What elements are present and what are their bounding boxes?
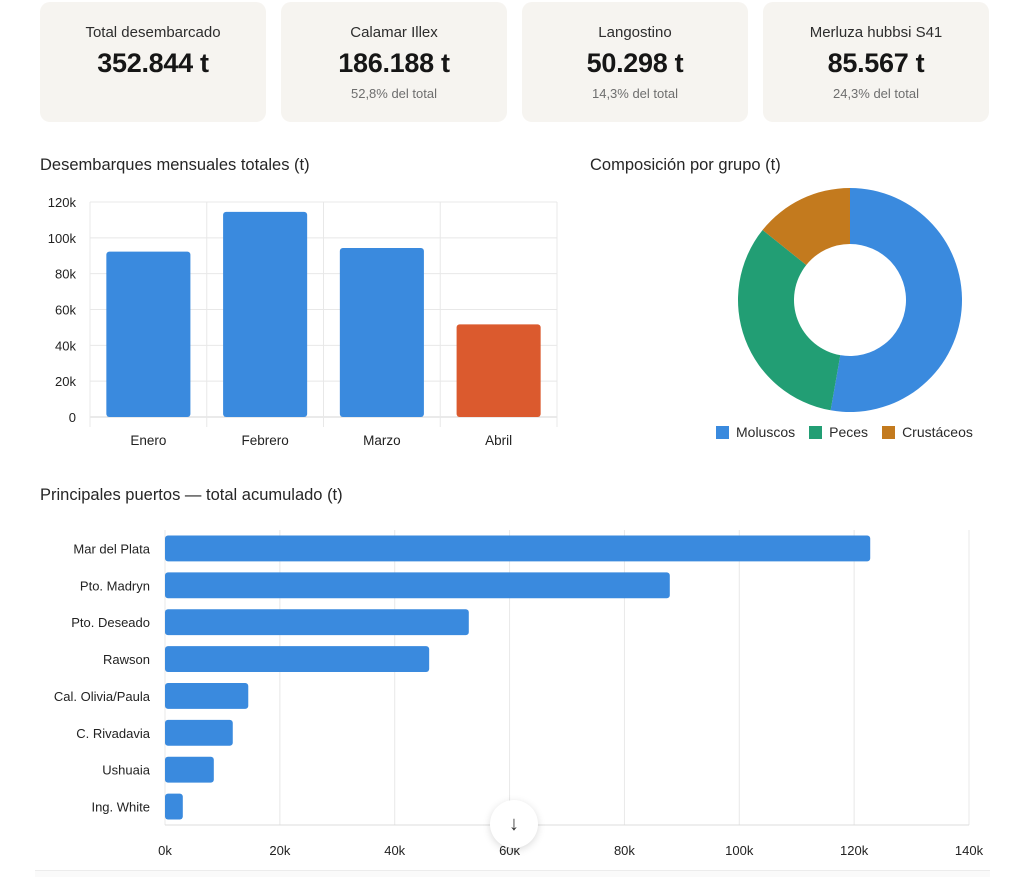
- x-tick-label: Enero: [130, 433, 166, 448]
- x-tick-label: 20k: [269, 843, 290, 858]
- y-tick-label: Pto. Deseado: [71, 615, 150, 630]
- scroll-down-button[interactable]: ↓: [490, 800, 538, 848]
- kpi-value: 85.567 t: [827, 48, 925, 78]
- x-tick-label: Febrero: [241, 433, 288, 448]
- y-tick-label: Mar del Plata: [73, 541, 150, 556]
- legend-item-crustaceos[interactable]: Crustáceos: [882, 424, 973, 440]
- legend-label: Moluscos: [736, 424, 796, 440]
- legend-item-moluscos[interactable]: Moluscos: [716, 424, 795, 440]
- bar-port: [165, 793, 183, 820]
- bar-enero: [106, 251, 191, 417]
- next-section-edge: [35, 870, 990, 877]
- kpi-sub: 24,3% del total: [832, 86, 919, 101]
- bar-port: [165, 756, 214, 783]
- donut-slice-crustaceos: [762, 188, 850, 266]
- donut-slice-peces: [738, 230, 841, 411]
- donut-slice-moluscos: [830, 188, 962, 412]
- legend-swatch: [809, 425, 823, 439]
- y-tick-label: 100k: [48, 231, 77, 246]
- kpi-value: 50.298 t: [586, 48, 684, 78]
- donut-legend: Moluscos Peces Crustáceos: [716, 424, 973, 440]
- bar-port: [165, 609, 469, 636]
- legend-label: Crustáceos: [902, 424, 973, 440]
- kpi-sub: 14,3% del total: [591, 86, 678, 101]
- y-tick-label: Ushuaia: [102, 763, 150, 778]
- legend-swatch: [882, 425, 896, 439]
- kpi-label: Calamar Illex: [350, 24, 438, 41]
- y-tick-label: 20k: [55, 374, 76, 389]
- kpi-sub: 52,8% del total: [350, 86, 437, 101]
- x-tick-label: 100k: [725, 843, 754, 858]
- y-tick-label: 80k: [55, 267, 76, 282]
- x-tick-label: 40k: [384, 843, 405, 858]
- ports-chart-title: Principales puertos — total acumulado (t…: [40, 486, 343, 504]
- legend-item-peces[interactable]: Peces: [809, 424, 868, 440]
- bar-abril: [456, 324, 541, 417]
- kpi-label: Merluza hubbsi S41: [809, 24, 943, 41]
- monthly-chart-title: Desembarques mensuales totales (t): [40, 156, 310, 174]
- kpi-card-langostino: Langostino 50.298 t 14,3% del total: [522, 2, 748, 122]
- y-tick-label: Pto. Madryn: [80, 578, 150, 593]
- bar-port: [165, 646, 430, 672]
- y-tick-label: 120k: [48, 195, 77, 210]
- x-tick-label: 120k: [840, 843, 869, 858]
- kpi-card-total: Total desembarcado 352.844 t: [40, 2, 266, 122]
- bar-port: [165, 683, 249, 709]
- y-tick-label: Cal. Olivia/Paula: [54, 689, 151, 704]
- legend-label: Peces: [829, 424, 869, 440]
- y-tick-label: Ing. White: [91, 800, 150, 815]
- kpi-value: 352.844 t: [97, 48, 209, 78]
- bar-port: [165, 572, 670, 599]
- y-tick-label: 60k: [55, 303, 76, 318]
- kpi-label: Total desembarcado: [85, 24, 221, 41]
- kpi-value: 186.188 t: [338, 48, 450, 78]
- kpi-card-merluza: Merluza hubbsi S41 85.567 t 24,3% del to…: [763, 2, 989, 122]
- legend-swatch: [716, 425, 729, 439]
- kpi-row: Total desembarcado 352.844 t Calamar Ill…: [40, 2, 990, 122]
- x-tick-label: Marzo: [363, 433, 401, 448]
- arrow-down-icon: ↓: [509, 812, 519, 835]
- donut-chart-title: Composición por grupo (t): [590, 156, 781, 174]
- bar-marzo: [339, 248, 424, 417]
- y-tick-label: C. Rivadavia: [76, 726, 150, 741]
- bar-port: [165, 535, 871, 562]
- y-tick-label: 40k: [55, 338, 76, 353]
- x-tick-label: 0k: [158, 843, 172, 858]
- bar-febrero: [223, 211, 308, 417]
- y-tick-label: 0: [69, 410, 76, 425]
- kpi-card-calamar: Calamar Illex 186.188 t 52,8% del total: [281, 2, 507, 122]
- x-tick-label: 80k: [614, 843, 635, 858]
- kpi-label: Langostino: [598, 24, 672, 41]
- composition-donut-chart: [738, 188, 962, 412]
- bar-port: [165, 719, 233, 746]
- x-tick-label: 140k: [955, 843, 984, 858]
- monthly-bar-chart: 0 20k 40k 60k 80k 100k 120k Enero Febrero Marzo Ab…: [48, 195, 558, 448]
- y-tick-label: Rawson: [103, 652, 150, 667]
- x-tick-label: Abril: [485, 433, 512, 448]
